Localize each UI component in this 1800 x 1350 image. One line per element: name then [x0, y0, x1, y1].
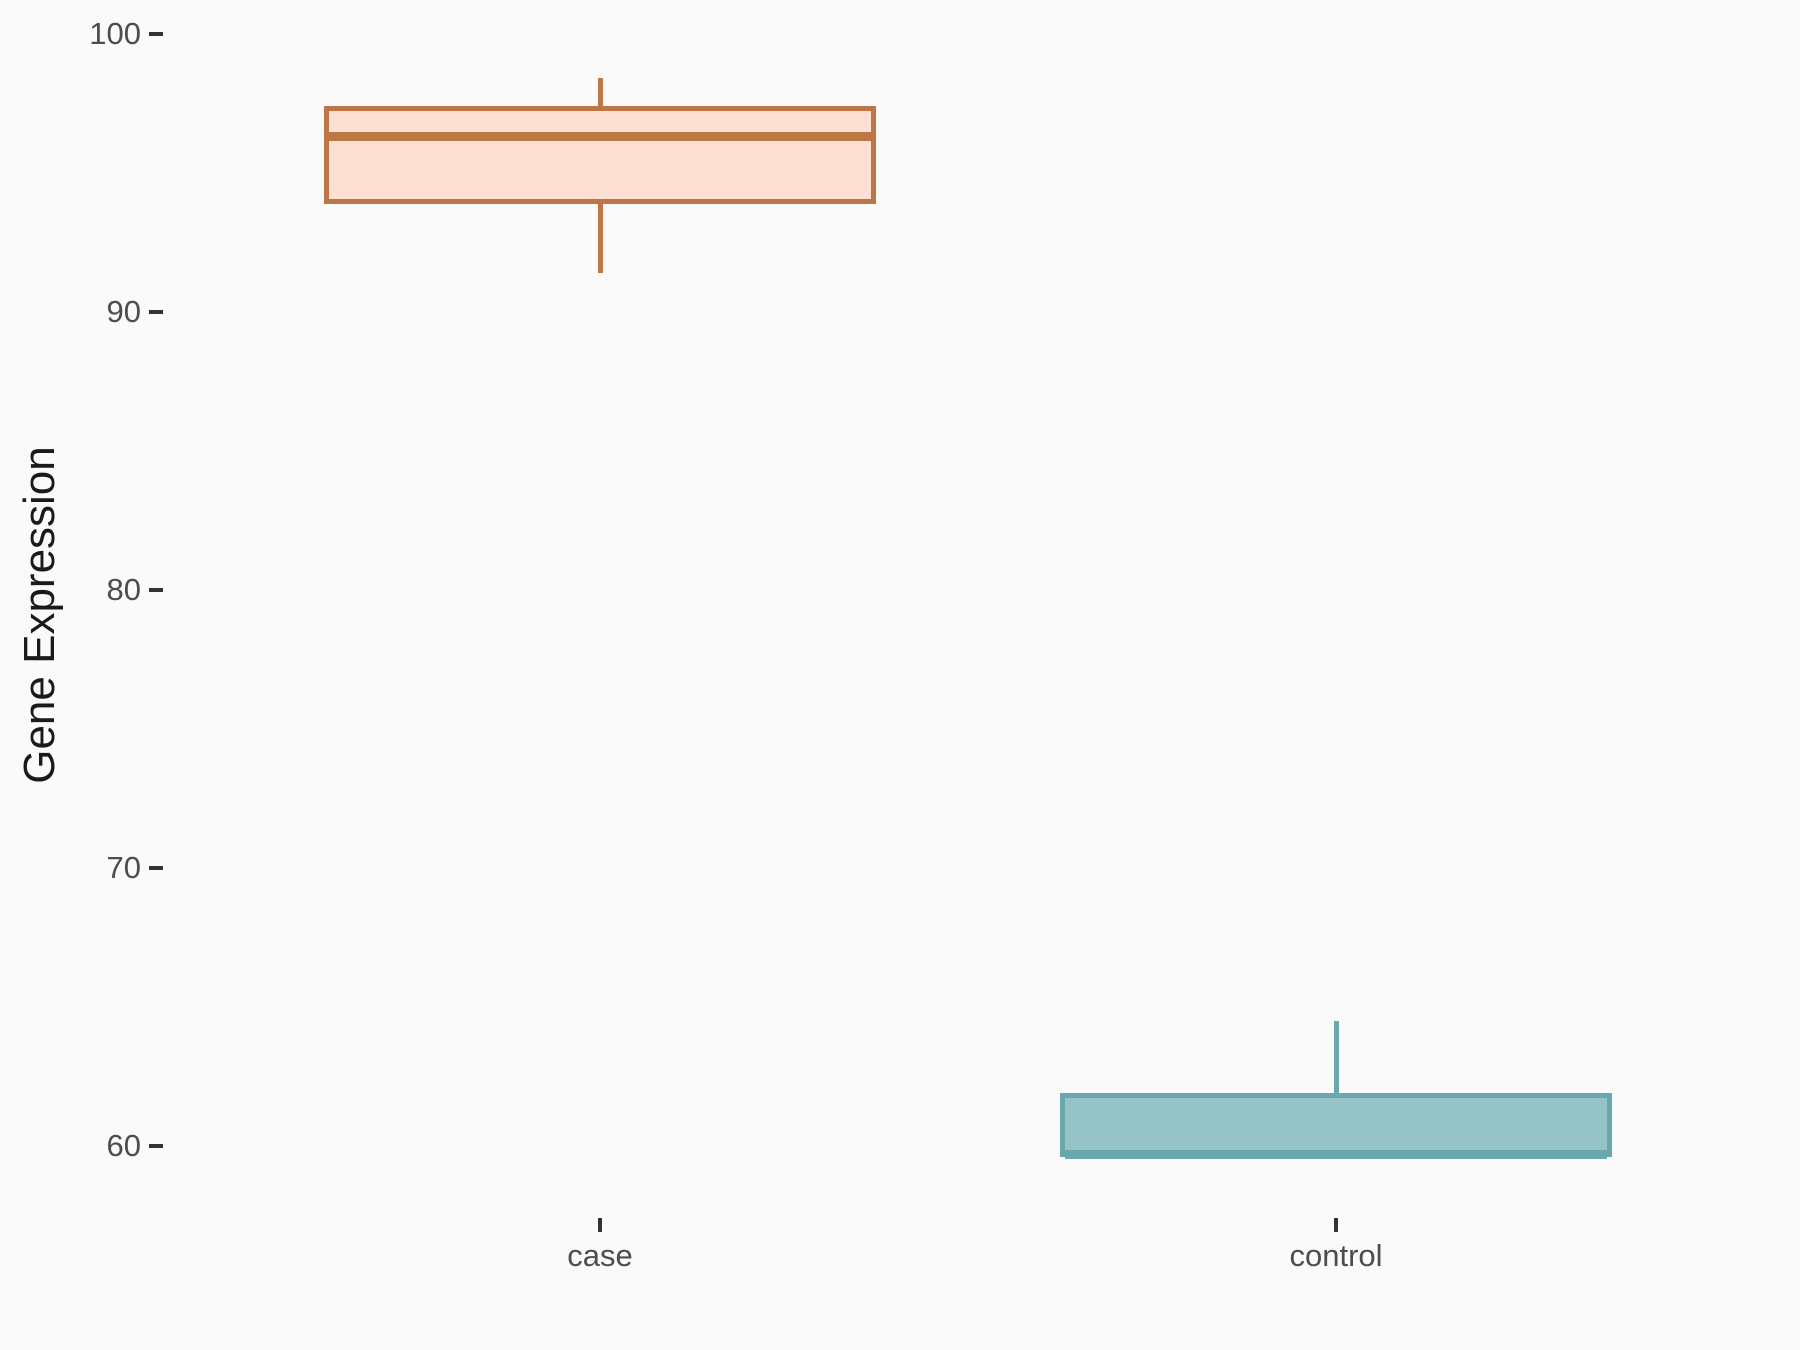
upper-whisker-case [598, 78, 603, 110]
y-tick-mark [149, 866, 163, 870]
median-line-case [329, 132, 871, 142]
median-line-control [1065, 1149, 1607, 1159]
x-tick-mark [598, 1218, 602, 1232]
y-tick-label: 90 [106, 294, 141, 329]
y-tick-label: 60 [106, 1128, 141, 1163]
box-control [1060, 1093, 1612, 1158]
box-case [324, 106, 876, 204]
x-tick-mark [1334, 1218, 1338, 1232]
y-tick-mark [149, 1144, 163, 1148]
x-tick-label: control [1289, 1238, 1383, 1273]
y-tick-mark [149, 32, 163, 36]
lower-whisker-case [598, 200, 603, 274]
upper-whisker-control [1334, 1020, 1339, 1097]
x-tick-label: case [567, 1238, 633, 1273]
y-axis-title: Gene Expression [15, 446, 64, 784]
y-tick-mark [149, 588, 163, 592]
y-tick-mark [149, 310, 163, 314]
y-tick-label: 70 [106, 850, 141, 885]
y-tick-label: 100 [89, 16, 141, 51]
y-tick-label: 80 [106, 572, 141, 607]
